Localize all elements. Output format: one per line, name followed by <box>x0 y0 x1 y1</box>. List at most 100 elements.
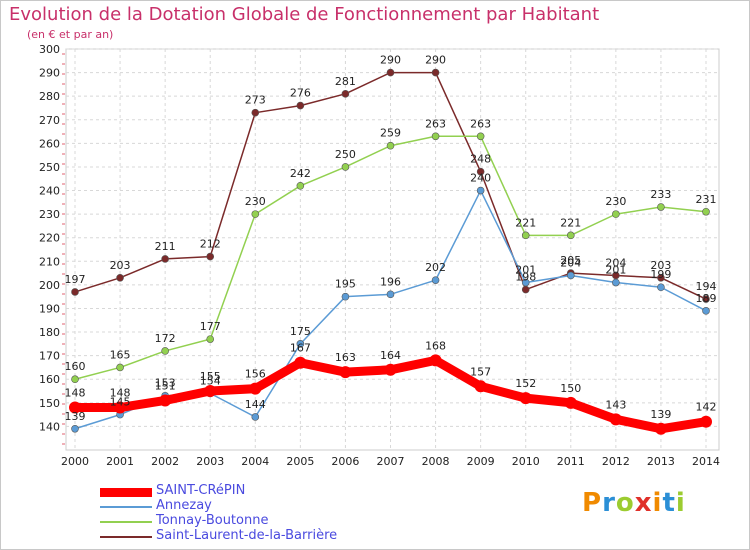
data-label: 263 <box>470 117 491 130</box>
data-point <box>296 182 305 190</box>
data-label: 196 <box>380 275 401 288</box>
data-label: 204 <box>560 256 581 269</box>
legend-label: Saint-Laurent-de-la-Barrière <box>156 528 338 543</box>
x-tick-label: 2008 <box>422 455 450 468</box>
data-point <box>431 276 440 284</box>
logo-letter: x <box>634 488 653 518</box>
data-point <box>341 163 350 171</box>
data-point <box>159 394 172 407</box>
data-label: 259 <box>380 127 401 140</box>
x-tick-label: 2014 <box>692 455 720 468</box>
data-point <box>702 207 710 216</box>
logo-letter: r <box>602 488 616 518</box>
data-point <box>161 347 169 355</box>
data-label: 230 <box>605 195 626 208</box>
x-tick-label: 2006 <box>331 455 359 468</box>
y-tick-label: 280 <box>39 90 60 103</box>
y-tick-label: 180 <box>39 326 60 339</box>
y-tick-label: 260 <box>39 137 60 150</box>
proxiti-logo: Proxiti <box>582 488 686 518</box>
data-point <box>519 392 532 405</box>
data-point <box>296 101 305 110</box>
logo-letter: P <box>582 488 603 518</box>
y-tick-label: 270 <box>39 114 60 127</box>
data-label: 233 <box>650 188 671 201</box>
data-point <box>431 132 440 141</box>
data-label: 290 <box>425 54 446 67</box>
data-point <box>386 141 395 150</box>
data-label: 168 <box>425 339 446 352</box>
legend-label: Annezay <box>156 498 212 513</box>
data-point <box>702 307 710 315</box>
data-point <box>521 278 530 287</box>
data-label: 212 <box>200 238 221 251</box>
x-tick-label: 2003 <box>196 455 224 468</box>
data-point <box>114 401 127 414</box>
data-label: 199 <box>650 268 671 281</box>
y-tick-label: 240 <box>39 185 60 198</box>
y-tick-label: 170 <box>39 350 60 363</box>
x-tick-label: 2000 <box>61 455 89 468</box>
data-label: 165 <box>110 348 131 361</box>
data-point <box>251 413 260 421</box>
data-point <box>429 354 442 367</box>
x-tick-label: 2010 <box>512 455 540 468</box>
data-label: 202 <box>425 261 446 274</box>
data-label: 201 <box>515 264 536 277</box>
data-label: 242 <box>290 167 311 180</box>
data-point <box>566 271 575 280</box>
data-label: 221 <box>560 216 581 229</box>
legend-swatch <box>100 536 152 538</box>
data-label: 157 <box>470 365 491 378</box>
y-tick-label: 230 <box>39 208 60 221</box>
data-label: 194 <box>696 280 717 293</box>
data-point <box>609 413 622 426</box>
y-tick-label: 200 <box>39 279 60 292</box>
data-point <box>657 203 665 211</box>
data-point <box>476 186 485 195</box>
logo-letter: o <box>615 488 635 518</box>
data-label: 163 <box>335 351 356 364</box>
y-tick-label: 300 <box>39 43 60 56</box>
data-label: 148 <box>65 387 86 400</box>
data-label: 139 <box>65 410 86 423</box>
data-point <box>206 252 215 261</box>
data-label: 263 <box>425 117 446 130</box>
data-label: 273 <box>245 94 266 107</box>
data-point <box>341 292 350 301</box>
data-point <box>476 167 485 176</box>
data-label: 248 <box>470 153 491 166</box>
data-point <box>566 231 575 240</box>
x-tick-label: 2004 <box>241 455 269 468</box>
data-label: 142 <box>696 401 717 414</box>
data-label: 221 <box>515 216 536 229</box>
data-point <box>204 385 217 398</box>
data-point <box>474 380 487 393</box>
data-point <box>431 68 440 77</box>
data-point <box>116 274 124 282</box>
data-point <box>339 366 352 379</box>
data-label: 139 <box>650 408 671 421</box>
data-label: 150 <box>560 382 581 395</box>
data-point <box>116 363 124 372</box>
data-point <box>384 363 397 376</box>
data-label: 203 <box>110 259 131 272</box>
data-label: 250 <box>335 148 356 161</box>
logo-letter: i <box>652 488 663 518</box>
data-label: 144 <box>245 398 266 411</box>
data-label: 160 <box>65 360 86 373</box>
legend-swatch <box>100 521 152 523</box>
y-tick-label: 160 <box>39 373 60 386</box>
data-label: 145 <box>110 396 131 409</box>
data-label: 211 <box>155 240 176 253</box>
legend-label: Tonnay-Boutonne <box>156 513 269 528</box>
data-point <box>71 375 79 384</box>
data-point <box>69 401 81 414</box>
data-point <box>71 288 79 296</box>
chart-subtitle: (en € et par an) <box>27 28 114 41</box>
data-point <box>564 396 577 409</box>
y-tick-label: 150 <box>39 397 60 410</box>
data-point <box>654 422 667 435</box>
data-label: 143 <box>605 398 626 411</box>
